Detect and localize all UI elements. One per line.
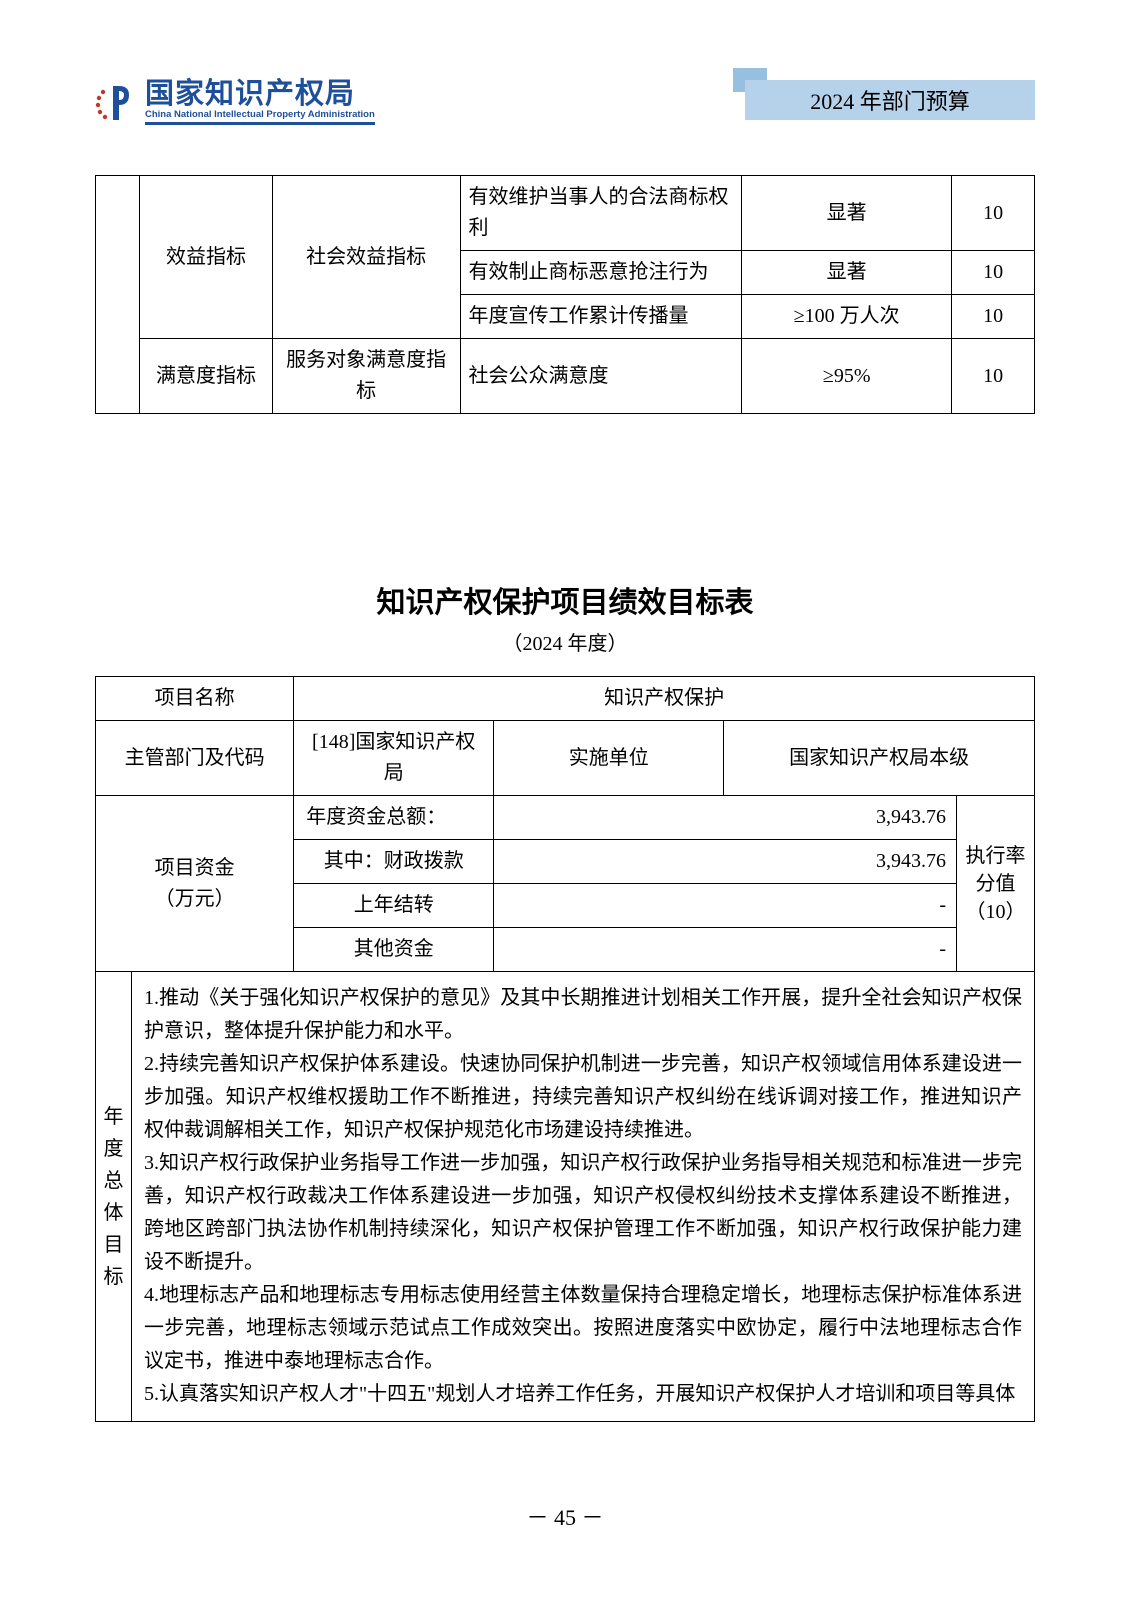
category-cell: 效益指标 <box>140 176 273 339</box>
value-cell: ≥100 万人次 <box>742 295 952 339</box>
page: 国家知识产权局 China National Intellectual Prop… <box>0 0 1130 1600</box>
indicator-cell: 有效制止商标恶意抢注行为 <box>460 251 742 295</box>
section-title: 知识产权保护项目绩效目标表 <box>95 579 1035 621</box>
table-row: 项目名称 知识产权保护 <box>96 677 1035 721</box>
logo-en: China National Intellectual Property Adm… <box>145 109 375 120</box>
subcategory-cell: 社会效益指标 <box>272 176 460 339</box>
header-title-box: 2024 年部门预算 <box>745 80 1035 120</box>
project-name-value: 知识产权保护 <box>294 677 1035 721</box>
table-row: 满意度指标 服务对象满意度指标 社会公众满意度 ≥95% 10 <box>96 339 1035 414</box>
project-name-label: 项目名称 <box>96 677 294 721</box>
admin-value: [148]国家知识产权局 <box>294 721 494 796</box>
value-cell: ≥95% <box>742 339 952 414</box>
header-title: 2024 年部门预算 <box>745 80 1035 120</box>
value-cell: 显著 <box>742 176 952 251</box>
impl-value: 国家知识产权局本级 <box>724 721 1035 796</box>
page-number: － 45 － <box>0 1500 1130 1532</box>
score-cell: 10 <box>952 176 1035 251</box>
fund-row-amount: 3,943.76 <box>494 840 957 884</box>
score-cell: 10 <box>952 339 1035 414</box>
score-cell: 10 <box>952 295 1035 339</box>
admin-label: 主管部门及代码 <box>96 721 294 796</box>
indicator-cell: 年度宣传工作累计传播量 <box>460 295 742 339</box>
row-header-empty <box>96 176 140 414</box>
project-table: 项目名称 知识产权保护 主管部门及代码 [148]国家知识产权局 实施单位 国家… <box>95 676 1035 1422</box>
fund-row-label: 其他资金 <box>294 928 494 972</box>
indicator-cell: 有效维护当事人的合法商标权利 <box>460 176 742 251</box>
logo-icon <box>95 83 139 123</box>
impl-label: 实施单位 <box>494 721 724 796</box>
value-cell: 显著 <box>742 251 952 295</box>
fund-row-label: 其中：财政拨款 <box>294 840 494 884</box>
category-cell: 满意度指标 <box>140 339 273 414</box>
rate-label: 执行率分值（10） <box>957 796 1035 972</box>
goals-vertical-label: 年度总体目标 <box>96 972 132 1422</box>
subcategory-cell: 服务对象满意度指标 <box>272 339 460 414</box>
logo-text: 国家知识产权局 China National Intellectual Prop… <box>145 80 375 125</box>
fund-row-label: 年度资金总额： <box>294 796 494 840</box>
table-row: 效益指标 社会效益指标 有效维护当事人的合法商标权利 显著 10 <box>96 176 1035 251</box>
logo-block: 国家知识产权局 China National Intellectual Prop… <box>95 80 375 125</box>
fund-row-amount: - <box>494 928 957 972</box>
table-row: 主管部门及代码 [148]国家知识产权局 实施单位 国家知识产权局本级 <box>96 721 1035 796</box>
fund-row-amount: - <box>494 884 957 928</box>
indicator-table: 效益指标 社会效益指标 有效维护当事人的合法商标权利 显著 10 有效制止商标恶… <box>95 175 1035 414</box>
page-header: 国家知识产权局 China National Intellectual Prop… <box>95 80 1035 125</box>
fund-row-amount: 3,943.76 <box>494 796 957 840</box>
indicator-cell: 社会公众满意度 <box>460 339 742 414</box>
fund-row-label: 上年结转 <box>294 884 494 928</box>
table-row: 年度总体目标 1.推动《关于强化知识产权保护的意见》及其中长期推进计划相关工作开… <box>96 972 1035 1422</box>
fund-label: 项目资金（万元） <box>96 796 294 972</box>
table-row: 项目资金（万元） 年度资金总额： 3,943.76 执行率分值（10） <box>96 796 1035 840</box>
goals-text: 1.推动《关于强化知识产权保护的意见》及其中长期推进计划相关工作开展，提升全社会… <box>132 972 1035 1422</box>
logo-cn: 国家知识产权局 <box>145 80 375 109</box>
score-cell: 10 <box>952 251 1035 295</box>
section-subtitle: （2024 年度） <box>95 627 1035 656</box>
